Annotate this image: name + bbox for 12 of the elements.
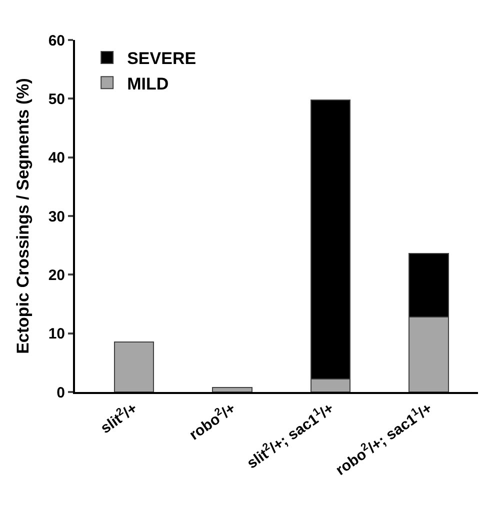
y-axis-title: Ectopic Crossings / Segments (%) [13,78,32,354]
legend-label: MILD [127,74,169,94]
y-tick-label: 30 [48,208,65,226]
legend-label: SEVERE [127,49,196,68]
y-tick-label: 0 [56,384,65,402]
y-tick-label: 20 [48,266,65,284]
bar [114,342,154,392]
bar [212,386,252,392]
y-tick-label: 40 [48,150,65,167]
y-tick-label: 10 [48,326,65,343]
y-tick-label: 50 [48,90,65,108]
y-tick-label: 60 [48,32,65,50]
